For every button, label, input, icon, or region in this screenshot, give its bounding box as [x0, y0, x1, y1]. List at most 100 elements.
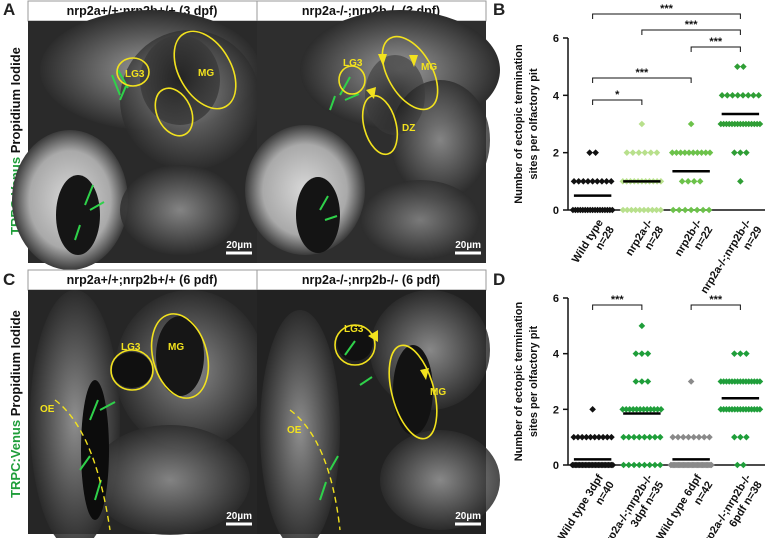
image-title: nrp2a+/+;nrp2b+/+ (6 pdf) — [67, 273, 218, 287]
y-tick-label: 6 — [553, 293, 559, 305]
y-tick-label: 2 — [553, 148, 559, 160]
y-tick-label: 0 — [553, 460, 559, 472]
dot — [638, 322, 646, 330]
dot — [734, 63, 741, 70]
stain-white: Propidium Iodide — [8, 310, 23, 416]
dot — [641, 433, 648, 441]
dot — [734, 92, 742, 99]
dot — [635, 461, 643, 469]
dot — [734, 461, 741, 469]
x-tick-label: nrp2b-/-n=22 — [673, 217, 716, 258]
micrograph: LG3 MG 20µm — [12, 10, 260, 270]
dot — [718, 92, 726, 99]
significance-label: * — [615, 89, 620, 101]
significance-label: *** — [709, 36, 723, 48]
significance-label: *** — [660, 3, 674, 15]
scale-bar-label: 20µm — [226, 240, 252, 251]
dot — [737, 433, 744, 441]
annotation: LG3 — [125, 69, 145, 80]
y-axis-label: Number of ectopic termination — [513, 44, 525, 204]
panel-label: D — [493, 270, 505, 289]
micrograph: LG3 MG DZ 20µm — [245, 10, 500, 263]
dot — [633, 406, 640, 413]
dot — [640, 206, 648, 214]
significance-label: *** — [709, 294, 723, 306]
significance-label: *** — [685, 19, 699, 31]
scale-bar-label: 20µm — [226, 511, 252, 522]
annotation: MG — [198, 68, 214, 79]
dot — [689, 149, 697, 156]
dot — [756, 378, 764, 385]
dot — [574, 433, 582, 441]
dot — [690, 178, 698, 185]
dot — [607, 178, 615, 185]
dot — [570, 433, 578, 441]
micrograph: OE LG3 MG 20µm — [28, 290, 265, 543]
dot — [755, 92, 762, 99]
dot — [644, 378, 652, 385]
dot — [690, 433, 698, 441]
dot — [687, 378, 695, 385]
dot — [653, 149, 661, 156]
significance-bracket — [592, 77, 692, 83]
dot — [595, 433, 603, 441]
dot — [656, 461, 664, 469]
dot — [737, 350, 744, 357]
dot — [694, 149, 701, 156]
dot — [650, 406, 658, 413]
dot — [580, 178, 587, 185]
dot — [705, 206, 713, 214]
dot — [729, 92, 736, 99]
dot — [589, 178, 596, 185]
dot — [695, 433, 703, 441]
dot — [575, 178, 582, 185]
dot — [608, 433, 615, 441]
dot — [743, 149, 750, 156]
dot — [750, 92, 757, 99]
dot — [674, 433, 682, 441]
dot — [723, 92, 731, 99]
annotation: LG3 — [121, 342, 141, 353]
y-tick-label: 4 — [553, 90, 560, 102]
dot — [638, 120, 646, 128]
dot — [578, 433, 586, 441]
annotation: LG3 — [343, 58, 363, 69]
dot — [657, 206, 665, 214]
dot — [731, 433, 738, 441]
dot — [592, 149, 599, 156]
image-title: nrp2a-/-;nrp2b-/- (6 pdf) — [302, 273, 440, 287]
dot — [737, 178, 744, 185]
dot — [619, 206, 627, 214]
dot — [599, 433, 607, 441]
dot — [638, 350, 646, 357]
dot — [669, 433, 677, 441]
dot — [708, 461, 715, 469]
dot — [635, 433, 643, 441]
significance-bracket — [641, 29, 741, 35]
dot — [620, 461, 627, 469]
significance-bracket — [592, 13, 741, 19]
dot — [622, 406, 630, 413]
dot — [630, 461, 638, 469]
dot — [739, 92, 747, 99]
significance-label: *** — [635, 67, 649, 79]
y-tick-label: 6 — [553, 33, 559, 45]
dot — [756, 406, 764, 413]
dot — [679, 433, 687, 441]
dot — [656, 433, 664, 441]
dot — [593, 178, 601, 185]
dot — [657, 406, 665, 413]
dot — [603, 178, 610, 185]
stain-white: Propidium Iodide — [8, 47, 23, 153]
dot — [706, 433, 713, 441]
significance-bracket — [592, 99, 643, 105]
dot — [647, 149, 655, 156]
dot — [609, 461, 617, 469]
dot — [706, 149, 714, 156]
dot — [643, 406, 651, 413]
dot — [640, 406, 647, 413]
dot — [693, 206, 701, 214]
dot — [731, 350, 738, 357]
